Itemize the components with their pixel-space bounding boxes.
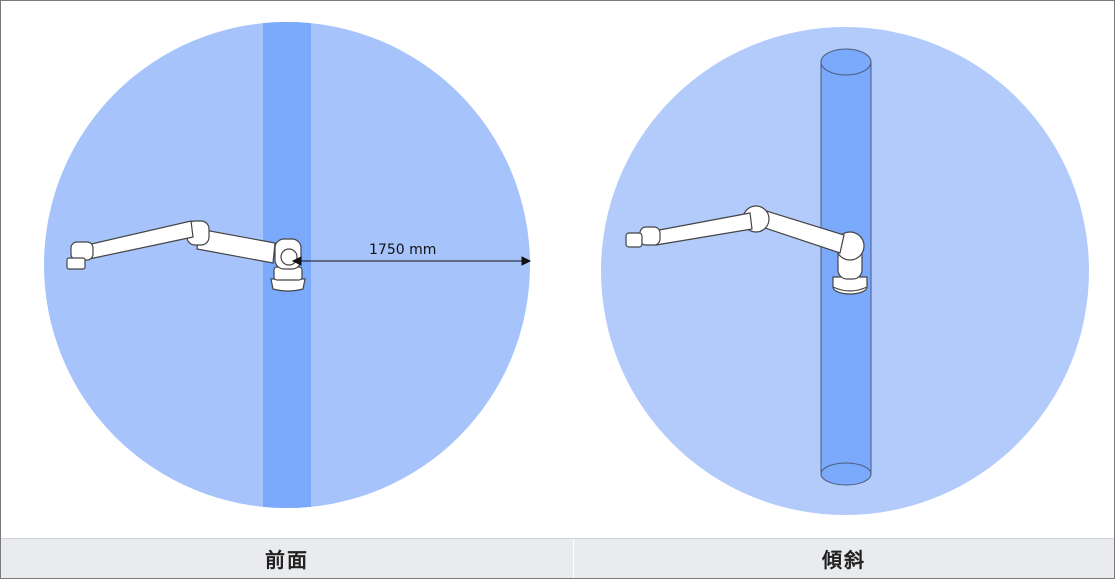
tilted-view-panel [574, 1, 1114, 539]
dimension-label: 1750 mm [369, 242, 436, 258]
tilted-view-svg [601, 27, 1089, 515]
robot-wrist-tilted [639, 226, 661, 246]
robot-tool-flange [66, 257, 86, 270]
robot-base [270, 278, 306, 292]
robot-wrist-joint [70, 241, 94, 261]
column-bottom-ellipse [820, 462, 872, 486]
caption-tilted: 傾斜 [574, 539, 1114, 578]
front_robot-icon [66, 220, 306, 292]
robot-flange-tilted [625, 232, 643, 248]
caption-column-divider [573, 539, 574, 578]
front-view-svg: 1750 mm [44, 22, 532, 508]
column-top-ellipse [820, 48, 872, 76]
caption-divider-line [1, 538, 1114, 539]
tilted_robot-icon [625, 205, 868, 295]
dimension_arrow-icon [291, 256, 532, 266]
front-view-panel: 1750 mm [1, 1, 573, 539]
caption-front: 前面 [1, 539, 573, 578]
